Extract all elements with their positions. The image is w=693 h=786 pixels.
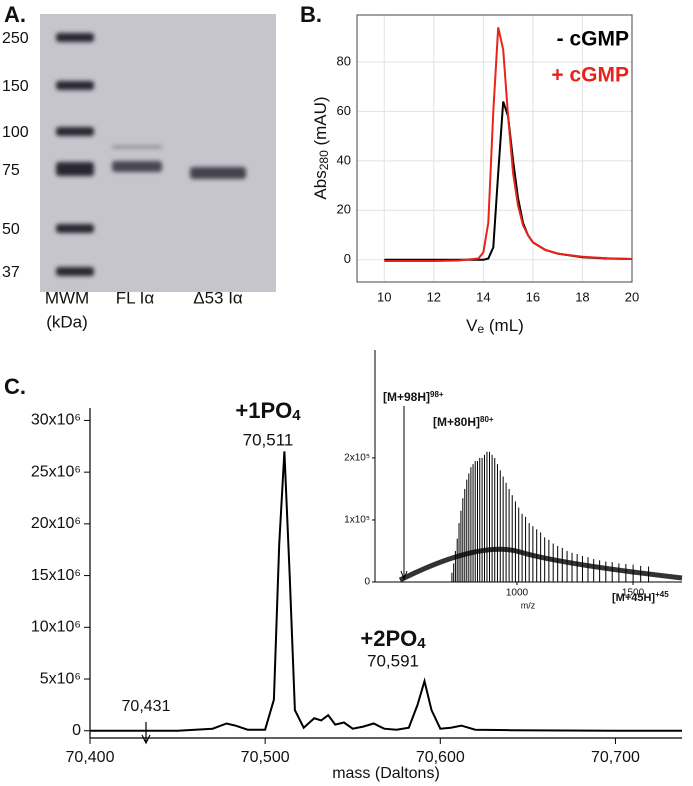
y-tick-label: 10x10⁶	[31, 619, 81, 636]
y-tick-label: 0	[344, 251, 351, 266]
peak-label: +2PO4	[360, 626, 426, 652]
x-tick-label: 10	[377, 289, 391, 304]
ladder-label: 75	[2, 162, 20, 179]
ladder-band	[56, 81, 94, 90]
lane-label: FL Iα	[116, 288, 155, 307]
gel-bands	[112, 145, 246, 179]
ion-label: [M+98H]98+	[383, 390, 444, 404]
peak-label-part: +2PO	[360, 626, 417, 651]
peak-label-part: 4	[417, 635, 426, 652]
data-line	[384, 27, 633, 262]
y-axis-label-part: (mAU)	[311, 96, 330, 150]
y-tick-label: 40	[337, 152, 351, 167]
panel-label: C.	[4, 374, 26, 399]
ladder	[56, 33, 94, 276]
ion-label-part: 80+	[480, 415, 494, 424]
arrow	[141, 722, 151, 745]
x-tick-label: 70,600	[416, 749, 465, 766]
ladder-label: 100	[2, 124, 29, 141]
ion-label-part: [M+45H]	[612, 592, 655, 604]
ladder-label: 150	[2, 78, 29, 95]
x-tick-label: 12	[427, 289, 441, 304]
ladder-label: 50	[2, 221, 20, 238]
ladder-band	[56, 127, 94, 136]
x-tick-label: 70,400	[66, 749, 115, 766]
y-tick-label: 1x10⁵	[344, 515, 370, 526]
ion-label-part: +45	[655, 590, 669, 599]
y-tick-label: 0	[72, 722, 81, 739]
y-tick-label: 5x10⁶	[40, 670, 81, 687]
peak-mass: 70,431	[122, 698, 171, 715]
x-axis-label: Ve (mL)	[466, 316, 524, 336]
y-tick-label: 60	[337, 103, 351, 118]
ion-label: [M+45H]+45	[612, 590, 669, 604]
ion-label-part: 98+	[430, 390, 444, 399]
ladder-label: 250	[2, 30, 29, 47]
y-tick-label: 30x10⁶	[31, 412, 81, 429]
y-axis-label: Abs280 (mAU)	[311, 96, 331, 199]
gel-band	[190, 167, 246, 179]
peak-label-part: +1PO	[235, 398, 292, 423]
x-tick-label: 14	[476, 289, 490, 304]
y-tick-label: 15x10⁶	[31, 567, 81, 584]
peak-label-part: 4	[292, 407, 301, 424]
gel-band	[112, 161, 162, 172]
y-axis-label-part: Abs	[311, 170, 330, 199]
ion-label-part: [M+80H]	[433, 415, 480, 429]
gel	[40, 14, 276, 292]
envelope	[398, 546, 683, 583]
unit-label: (kDa)	[46, 312, 88, 331]
x-axis-label-part: (mL)	[484, 316, 524, 335]
x-tick-label: 1500	[622, 588, 645, 599]
lane-label: MWM	[45, 288, 89, 307]
x-tick-label: 16	[526, 289, 540, 304]
x-axis-label-part: e	[477, 322, 484, 336]
arrow	[400, 406, 408, 581]
y-tick-label: 20	[337, 202, 351, 217]
peak-mass: 70,511	[243, 430, 294, 449]
y-tick-label: 80	[337, 53, 351, 68]
y-tick-label: 25x10⁶	[31, 463, 81, 480]
y-tick-label: 0	[364, 577, 370, 588]
peak-mass: 70,591	[367, 651, 419, 670]
y-axis-label-part: 280	[317, 150, 331, 170]
ion-label: [M+80H]80+	[433, 415, 494, 429]
x-axis-label: mass (Daltons)	[332, 765, 440, 782]
x-tick-label: 1000	[506, 588, 529, 599]
gel-band	[112, 145, 162, 149]
ladder-band	[56, 162, 94, 176]
x-tick-label: 70,700	[591, 749, 640, 766]
ion-label-part: [M+98H]	[383, 390, 430, 404]
panel-label: B.	[300, 2, 322, 27]
peak-label: +1PO4	[235, 398, 301, 424]
y-tick-label: 20x10⁶	[31, 515, 81, 532]
plot-frame	[356, 14, 633, 283]
ladder-label: 37	[2, 264, 20, 281]
ladder-band	[56, 224, 94, 233]
x-tick-label: 18	[575, 289, 589, 304]
x-axis-label-part: V	[466, 316, 478, 335]
ladder-band	[56, 267, 94, 276]
panel-label: A.	[4, 2, 26, 27]
x-tick-label: 70,500	[241, 749, 290, 766]
legend-label: + cGMP	[551, 64, 629, 87]
x-tick-label: 20	[625, 289, 639, 304]
x-axis-label: m/z	[521, 600, 536, 610]
data-line	[90, 451, 682, 732]
lane-label: Δ53 Iα	[193, 288, 243, 307]
y-tick-label: 2x10⁵	[344, 453, 370, 464]
legend-label: - cGMP	[557, 28, 629, 51]
ladder-band	[56, 33, 94, 42]
